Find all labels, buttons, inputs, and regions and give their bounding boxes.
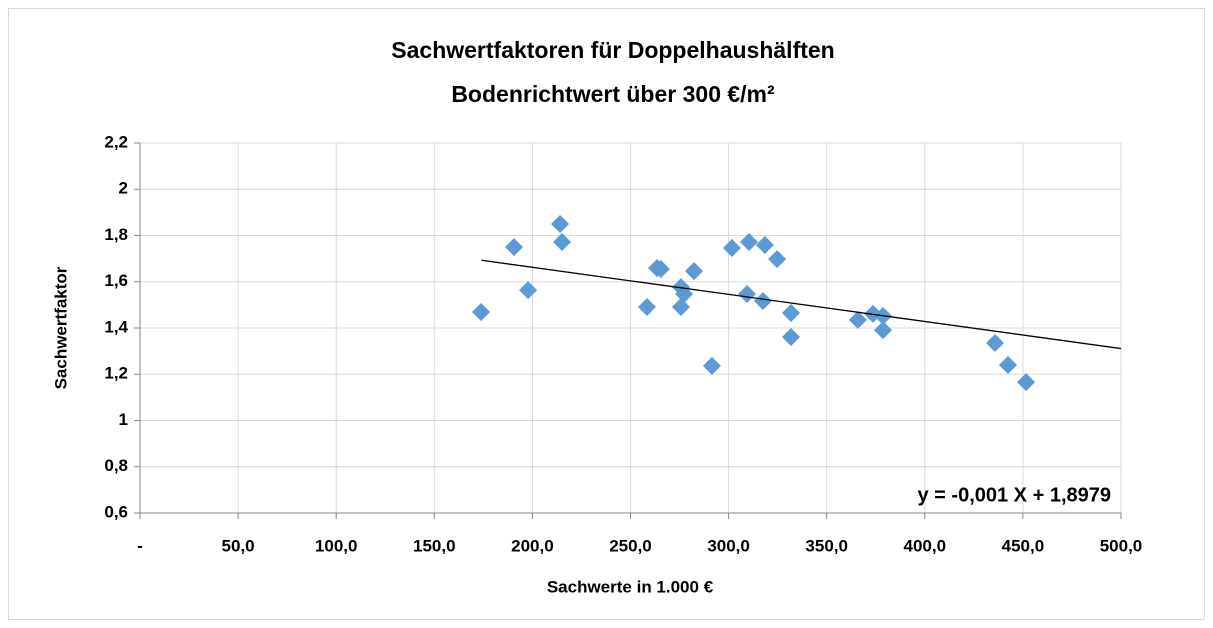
y-tick-label: 2 bbox=[119, 179, 128, 198]
data-point bbox=[768, 250, 787, 269]
y-tick-label: 2,2 bbox=[104, 132, 128, 151]
data-point bbox=[874, 321, 893, 340]
data-point bbox=[471, 303, 490, 322]
y-tick-label: 1 bbox=[119, 410, 128, 429]
x-tick-label: 50,0 bbox=[222, 536, 255, 555]
data-point bbox=[1017, 373, 1036, 392]
x-tick-label: 150,0 bbox=[413, 536, 456, 555]
data-point bbox=[702, 356, 721, 375]
data-point bbox=[551, 214, 570, 233]
data-point bbox=[753, 291, 772, 310]
x-tick-label: 500,0 bbox=[1100, 536, 1143, 555]
data-point bbox=[722, 238, 741, 257]
x-axis-title: Sachwerte in 1.000 € bbox=[547, 577, 714, 596]
data-point bbox=[998, 356, 1017, 374]
y-tick-label: 1,8 bbox=[104, 225, 128, 244]
data-point bbox=[685, 262, 704, 281]
data-point bbox=[740, 232, 759, 251]
data-point bbox=[671, 297, 690, 316]
chart-subtitle: Bodenrichtwert über 300 €/m² bbox=[451, 81, 775, 107]
data-point bbox=[755, 235, 774, 254]
x-tick-label: 450,0 bbox=[1002, 536, 1045, 555]
x-tick-label: - bbox=[137, 536, 143, 555]
equation-label: y = -0,001 X + 1,8979 bbox=[918, 484, 1112, 506]
y-tick-label: 0,8 bbox=[104, 456, 128, 475]
y-axis-title: Sachwertfaktor bbox=[51, 266, 70, 389]
trendline bbox=[481, 259, 1122, 350]
data-point bbox=[986, 334, 1005, 353]
y-tick-label: 1,2 bbox=[104, 364, 128, 383]
x-tick-label: 250,0 bbox=[609, 536, 652, 555]
data-point bbox=[781, 328, 800, 347]
data-point bbox=[651, 260, 670, 279]
data-point bbox=[781, 303, 800, 322]
x-tick-label: 100,0 bbox=[315, 536, 358, 555]
x-tick-label: 400,0 bbox=[904, 536, 947, 555]
x-tick-label: 200,0 bbox=[511, 536, 554, 555]
data-point bbox=[637, 297, 656, 316]
data-point bbox=[519, 281, 538, 300]
chart-border bbox=[8, 8, 1205, 620]
x-tick-label: 350,0 bbox=[805, 536, 848, 555]
data-point bbox=[738, 285, 757, 304]
y-tick-label: 1,4 bbox=[104, 317, 128, 336]
y-tick-label: 0,6 bbox=[104, 502, 128, 521]
x-tick-label: 300,0 bbox=[707, 536, 750, 555]
y-tick-label: 1,6 bbox=[104, 271, 128, 290]
data-point bbox=[504, 238, 523, 257]
data-point bbox=[848, 310, 867, 329]
chart-title: Sachwertfaktoren für Doppelhaushälften bbox=[391, 37, 834, 63]
data-point bbox=[553, 232, 572, 251]
